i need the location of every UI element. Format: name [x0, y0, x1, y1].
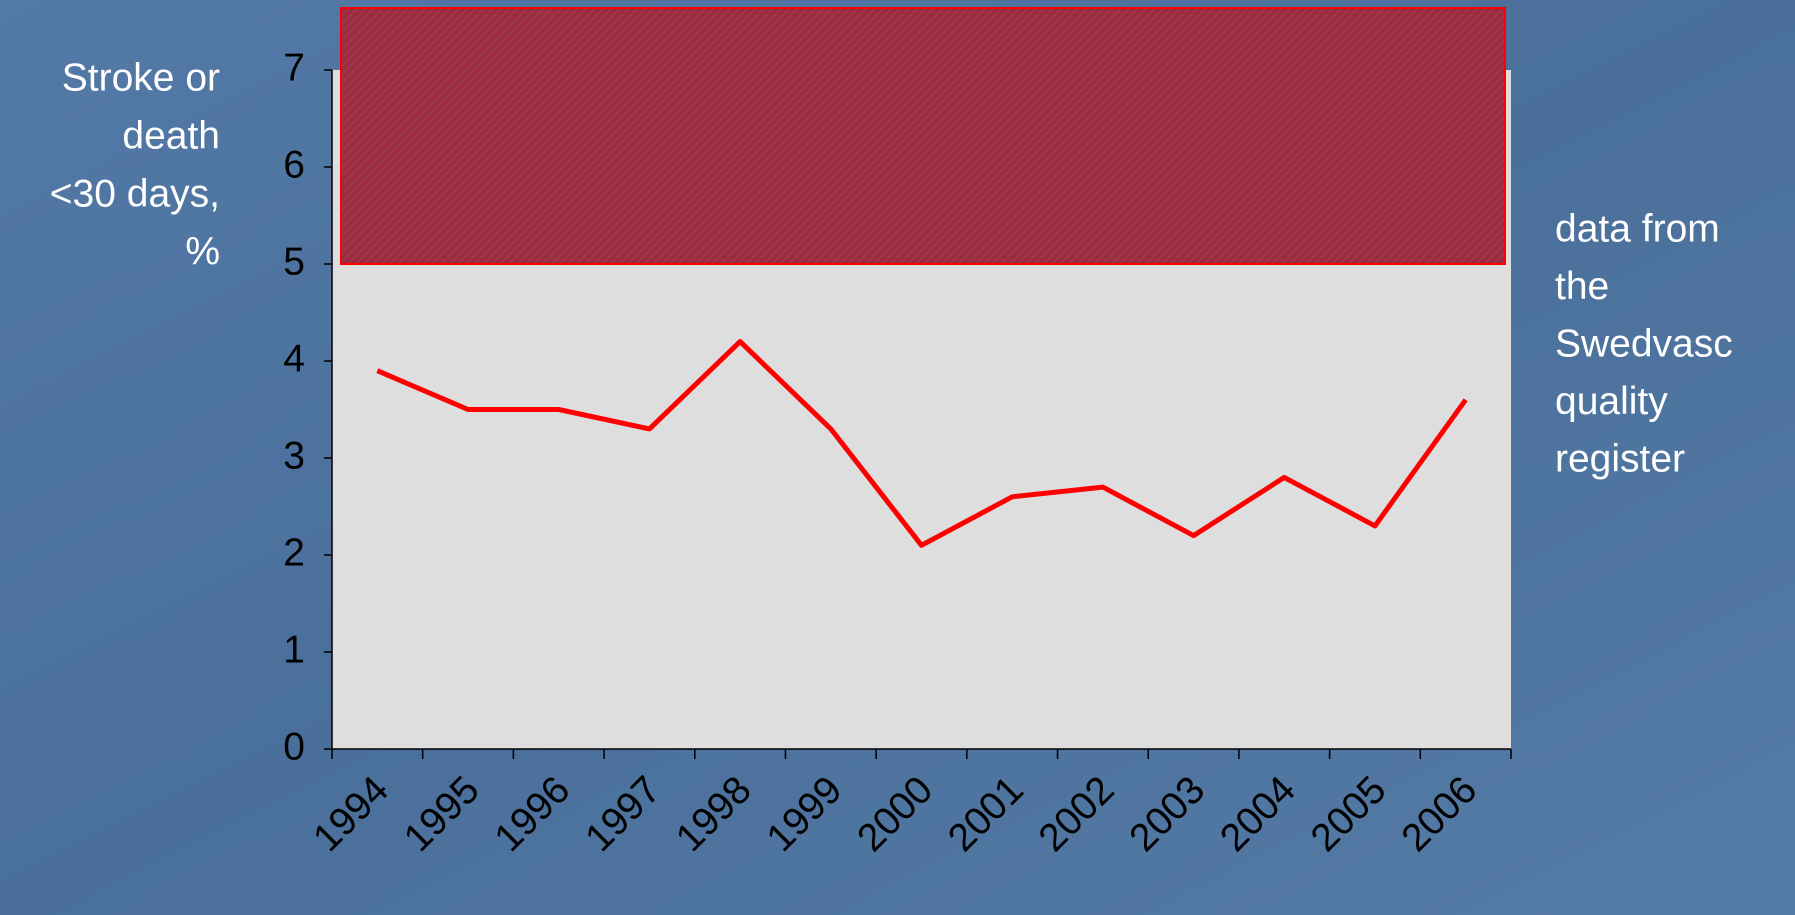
y-tick-label: 2 [283, 531, 305, 574]
y-tick-label: 6 [283, 143, 305, 186]
threshold-band [340, 7, 1506, 265]
annotation: quality [1555, 380, 1668, 423]
annotation: the [1555, 265, 1609, 308]
annotation: data from [1555, 207, 1720, 250]
y-tick-label: 4 [283, 337, 305, 380]
y-axis-label: <30 days, [50, 172, 220, 215]
data-line [376, 339, 1468, 548]
y-axis-label: % [185, 230, 220, 273]
y-axis-label: Stroke or [62, 56, 220, 99]
y-tick-label: 1 [283, 628, 305, 671]
y-axis-label: death [122, 114, 220, 157]
y-tick-label: 5 [283, 240, 305, 283]
y-tick-label: 7 [283, 46, 305, 89]
y-tick-label: 0 [283, 725, 305, 768]
annotation: Swedvasc [1555, 322, 1733, 365]
annotation: register [1555, 437, 1685, 480]
y-tick-label: 3 [283, 434, 305, 477]
